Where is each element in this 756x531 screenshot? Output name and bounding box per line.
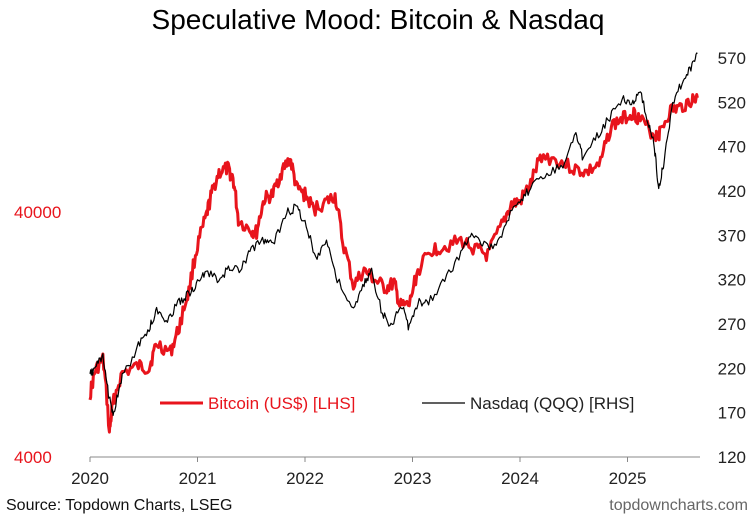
right-tick-label: 170	[718, 404, 746, 423]
legend-label-bitcoin: Bitcoin (US$) [LHS]	[208, 394, 355, 413]
left-tick-label: 4000	[14, 448, 52, 467]
right-tick-label: 320	[718, 271, 746, 290]
x-tick-label: 2021	[179, 469, 217, 488]
left-tick-label: 40000	[14, 203, 61, 222]
x-tick-label: 2022	[286, 469, 324, 488]
right-tick-label: 370	[718, 226, 746, 245]
right-tick-label: 570	[718, 49, 746, 68]
source-note: Source: Topdown Charts, LSEG	[6, 497, 233, 514]
right-axis-labels: 570 520 470 420 370 320 270 220 170 120	[718, 49, 746, 467]
x-tick-label: 2023	[394, 469, 432, 488]
x-tick-group	[89, 457, 628, 462]
legend: Bitcoin (US$) [LHS] Nasdaq (QQQ) [RHS]	[150, 387, 670, 419]
legend-background	[150, 387, 670, 419]
right-tick-label: 220	[718, 359, 746, 378]
bitcoin-series-line	[88, 93, 699, 434]
right-tick-label: 520	[718, 93, 746, 112]
x-tick-label: 2025	[609, 469, 647, 488]
x-tick-label: 2024	[501, 469, 539, 488]
right-tick-label: 470	[718, 138, 746, 157]
series-group	[88, 52, 699, 434]
right-tick-label: 120	[718, 448, 746, 467]
x-tick-label-group: 2020 2021 2022 2023 2024 2025	[71, 469, 646, 488]
brand-watermark: topdowncharts.com	[609, 497, 748, 514]
right-tick-label: 420	[718, 182, 746, 201]
nasdaq-series-line	[89, 52, 698, 416]
x-tick-label: 2020	[71, 469, 109, 488]
chart-title: Speculative Mood: Bitcoin & Nasdaq	[151, 4, 605, 35]
left-axis-labels: 40000 4000	[14, 203, 61, 467]
legend-label-nasdaq: Nasdaq (QQQ) [RHS]	[470, 394, 634, 413]
right-tick-label: 270	[718, 315, 746, 334]
